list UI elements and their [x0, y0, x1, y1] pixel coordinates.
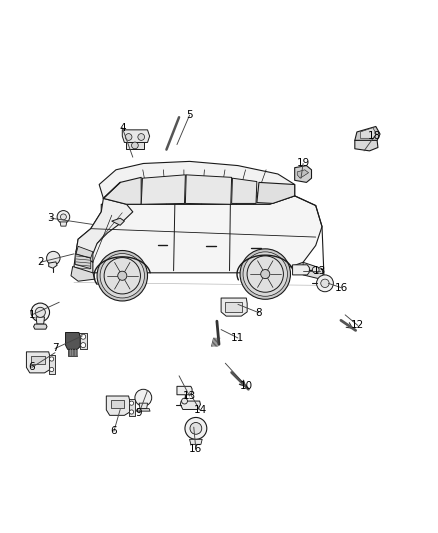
Polygon shape [225, 302, 242, 312]
Circle shape [49, 357, 54, 361]
Text: 2: 2 [37, 257, 44, 267]
Polygon shape [26, 352, 50, 373]
Text: 13: 13 [313, 266, 327, 276]
Polygon shape [31, 356, 45, 365]
Text: 16: 16 [189, 445, 202, 455]
Circle shape [243, 252, 287, 296]
Text: 18: 18 [368, 131, 381, 141]
Circle shape [118, 271, 127, 280]
Circle shape [35, 308, 46, 317]
Polygon shape [360, 128, 376, 138]
Text: 11: 11 [231, 333, 244, 343]
Text: 19: 19 [297, 158, 310, 168]
Circle shape [312, 266, 319, 273]
Circle shape [131, 142, 138, 149]
Text: 12: 12 [351, 320, 364, 330]
Text: 16: 16 [334, 282, 348, 293]
Circle shape [130, 410, 134, 414]
Circle shape [321, 279, 329, 287]
Polygon shape [190, 439, 202, 445]
Text: 9: 9 [136, 408, 142, 418]
Circle shape [104, 257, 141, 294]
Circle shape [240, 249, 290, 300]
Polygon shape [355, 126, 380, 140]
Polygon shape [232, 178, 257, 204]
Polygon shape [106, 396, 130, 415]
Text: 4: 4 [119, 123, 126, 133]
Polygon shape [177, 386, 192, 395]
Polygon shape [60, 222, 67, 226]
Circle shape [185, 417, 207, 439]
Polygon shape [257, 182, 295, 204]
Text: 8: 8 [256, 308, 262, 318]
Polygon shape [103, 177, 141, 204]
Polygon shape [122, 130, 150, 142]
Polygon shape [67, 349, 77, 356]
Polygon shape [76, 196, 322, 273]
Polygon shape [293, 265, 309, 275]
Polygon shape [139, 403, 148, 409]
Polygon shape [303, 262, 324, 280]
Circle shape [138, 134, 145, 140]
Circle shape [31, 303, 49, 321]
Polygon shape [112, 218, 124, 225]
Circle shape [130, 401, 134, 405]
Polygon shape [295, 166, 311, 182]
Polygon shape [36, 317, 45, 324]
Text: 14: 14 [194, 405, 207, 415]
Text: 3: 3 [47, 213, 54, 223]
Text: 7: 7 [52, 343, 58, 353]
Circle shape [317, 275, 333, 292]
Circle shape [247, 256, 283, 292]
Polygon shape [76, 198, 133, 262]
Text: 10: 10 [240, 381, 253, 391]
Polygon shape [185, 175, 232, 204]
Circle shape [135, 389, 152, 406]
Polygon shape [221, 298, 247, 316]
Circle shape [190, 423, 202, 434]
Polygon shape [71, 266, 95, 281]
Polygon shape [76, 246, 93, 258]
Circle shape [81, 334, 86, 339]
Circle shape [60, 214, 67, 220]
Polygon shape [355, 138, 378, 151]
Text: 5: 5 [186, 110, 193, 120]
Polygon shape [49, 355, 55, 374]
Text: 6: 6 [28, 362, 35, 373]
Polygon shape [99, 161, 295, 204]
Polygon shape [141, 175, 185, 204]
Text: 6: 6 [110, 426, 117, 437]
Polygon shape [180, 401, 201, 409]
Circle shape [57, 211, 70, 223]
Polygon shape [297, 170, 308, 178]
Circle shape [100, 254, 145, 298]
Polygon shape [66, 333, 80, 349]
Polygon shape [126, 142, 144, 149]
Polygon shape [79, 333, 88, 349]
Circle shape [49, 367, 54, 372]
Text: 1: 1 [28, 310, 35, 320]
Polygon shape [129, 399, 135, 416]
Polygon shape [34, 324, 47, 329]
Circle shape [46, 252, 60, 265]
Polygon shape [75, 254, 91, 269]
Polygon shape [137, 409, 150, 411]
Circle shape [81, 343, 86, 348]
Text: 13: 13 [183, 391, 196, 401]
Circle shape [182, 398, 187, 404]
Circle shape [261, 270, 270, 279]
Circle shape [97, 251, 148, 301]
Circle shape [125, 134, 132, 140]
Polygon shape [110, 400, 124, 408]
Polygon shape [74, 252, 93, 275]
Polygon shape [49, 262, 57, 268]
